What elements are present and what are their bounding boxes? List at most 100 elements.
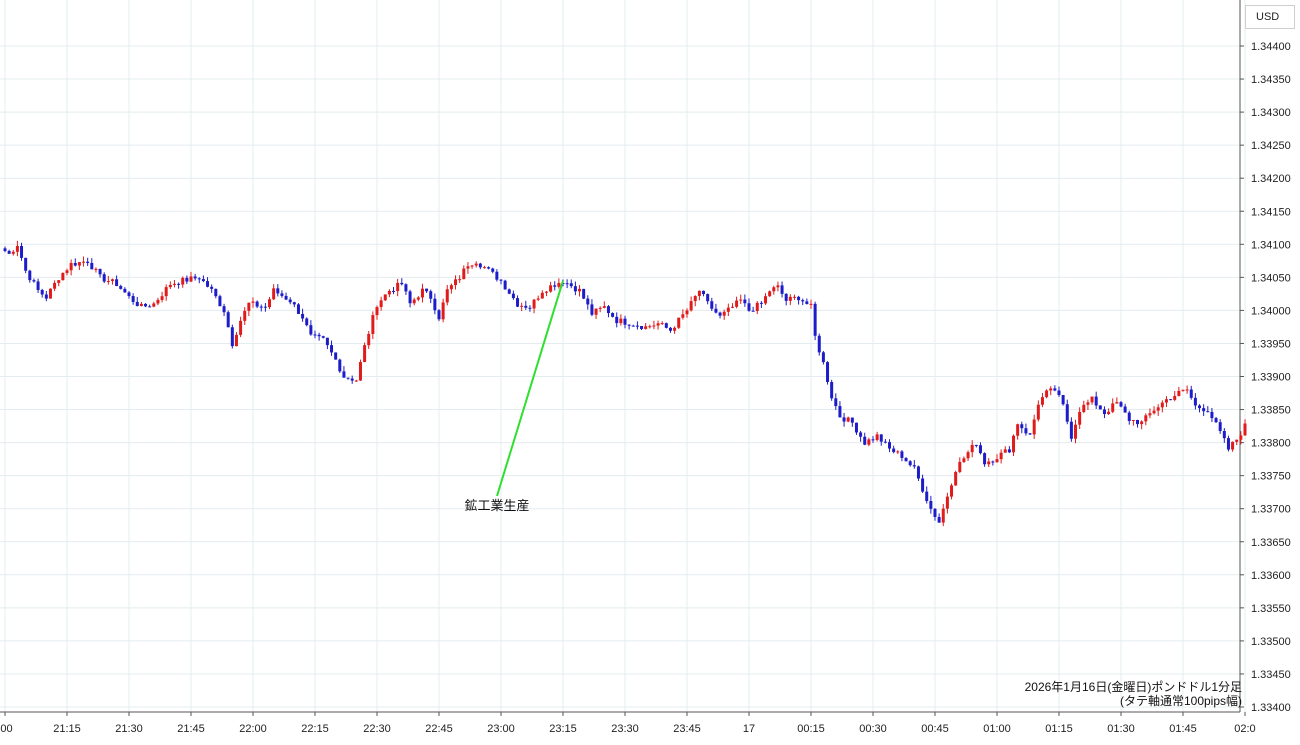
candle (511, 290, 515, 300)
candle (102, 272, 106, 284)
candle (656, 320, 660, 330)
candle (664, 322, 668, 329)
candle (879, 434, 883, 446)
candle (1144, 413, 1148, 426)
candle (1123, 403, 1127, 413)
candle (193, 273, 197, 281)
x-tick-label: 22:15 (301, 723, 329, 735)
candle (148, 304, 152, 308)
candle (640, 326, 644, 331)
y-tick-label: 1.34300 (1251, 107, 1291, 119)
candle (805, 298, 809, 305)
x-tick-label: 22:30 (363, 723, 391, 735)
candle (644, 322, 648, 330)
x-tick-label: 22:45 (425, 723, 453, 735)
candle (1218, 419, 1222, 434)
candle (842, 412, 846, 427)
candle (53, 280, 57, 292)
candle (330, 340, 334, 356)
candle (904, 457, 908, 462)
candle (925, 486, 929, 504)
candle (139, 302, 143, 307)
candle (321, 335, 325, 339)
y-tick-label: 1.33550 (1251, 603, 1291, 615)
candle (590, 299, 594, 317)
x-tick-label: 21:45 (177, 723, 205, 735)
candle (189, 271, 193, 283)
candle (1222, 428, 1226, 443)
candle (1243, 419, 1247, 436)
candle (387, 289, 391, 298)
candle (677, 317, 681, 329)
candle (354, 379, 358, 382)
candle (325, 337, 329, 350)
y-tick-label: 1.33400 (1251, 702, 1291, 714)
candle (569, 279, 573, 289)
candle (222, 303, 226, 317)
y-tick-label: 1.33600 (1251, 570, 1291, 582)
candle (1061, 394, 1065, 406)
candle (966, 450, 970, 462)
candle (611, 312, 615, 318)
candle (367, 330, 371, 349)
candle (404, 283, 408, 295)
candle (334, 352, 338, 360)
candle (470, 264, 474, 269)
candle (755, 301, 759, 315)
candle (962, 456, 966, 463)
candle (937, 513, 941, 523)
y-tick-label: 1.33700 (1251, 504, 1291, 516)
candle (197, 277, 201, 284)
candle (681, 309, 685, 320)
candle (532, 298, 536, 314)
candle (623, 315, 627, 329)
candle (280, 290, 284, 298)
candle (1003, 446, 1007, 453)
candle (1036, 400, 1040, 422)
candle (135, 296, 139, 307)
candle (813, 301, 817, 341)
candle (429, 289, 433, 304)
candle (499, 279, 503, 285)
candle (350, 375, 354, 384)
candle (230, 324, 234, 349)
candle (776, 281, 780, 292)
candle (854, 422, 858, 435)
candle (86, 257, 90, 266)
candle (7, 249, 11, 255)
candle (553, 281, 557, 291)
candle (1069, 417, 1073, 442)
candle (516, 295, 520, 308)
candle (1239, 431, 1243, 445)
candle (838, 401, 842, 418)
candle (792, 294, 796, 300)
candle (978, 442, 982, 455)
x-tick-label: 23:30 (611, 723, 639, 735)
candle (557, 278, 561, 289)
y-tick-label: 1.33850 (1251, 405, 1291, 417)
candle (268, 297, 272, 310)
candle (958, 457, 962, 474)
candle (916, 465, 920, 482)
candle (152, 301, 156, 308)
candle (478, 262, 482, 270)
candle (338, 358, 342, 373)
candle (1065, 399, 1069, 425)
candle (408, 289, 412, 308)
candle (896, 450, 900, 455)
candle (181, 276, 185, 288)
candle (693, 295, 697, 307)
candle (1045, 389, 1049, 399)
candle (454, 275, 458, 290)
x-tick-label: 00:15 (797, 723, 825, 735)
candle (218, 294, 222, 307)
x-tick-label: 01:00 (983, 723, 1011, 735)
candle (1040, 392, 1044, 408)
candle (412, 297, 416, 306)
candle (363, 342, 367, 363)
candle (94, 267, 98, 273)
candle (768, 290, 772, 297)
candle (602, 301, 606, 309)
candle (1202, 404, 1206, 417)
candle (739, 294, 743, 304)
